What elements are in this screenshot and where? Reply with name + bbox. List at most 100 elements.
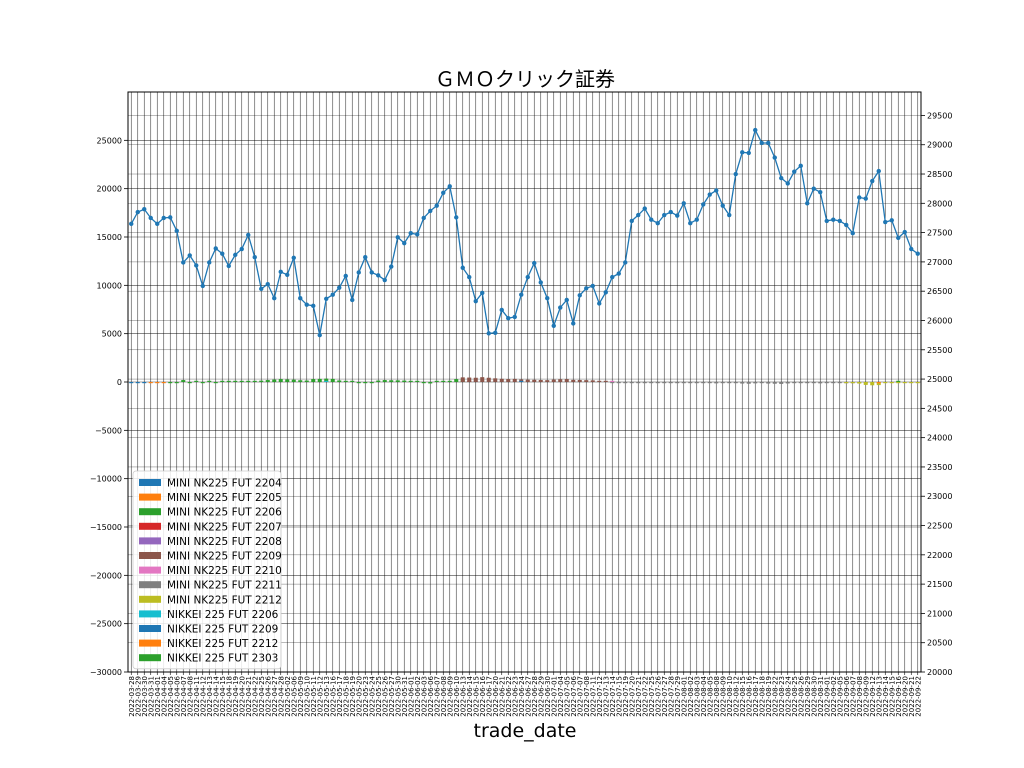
bar — [746, 382, 751, 384]
x-tick-label: 2022-06-15 — [472, 676, 480, 717]
bar — [532, 379, 537, 382]
line-point — [844, 222, 849, 228]
line-point — [343, 273, 348, 279]
line-point — [590, 283, 595, 289]
line-point — [200, 283, 205, 289]
bar — [441, 380, 446, 382]
x-tick-label: 2022-06-13 — [459, 676, 467, 717]
y2-tick-label: 26500 — [927, 287, 952, 296]
bar — [226, 380, 231, 382]
x-tick-label: 2022-06-09 — [446, 676, 454, 717]
legend-swatch — [139, 552, 161, 559]
line-point — [636, 212, 641, 218]
bar — [460, 377, 465, 382]
x-tick-label: 2022-06-28 — [531, 676, 539, 717]
x-tick-label: 2022-04-28 — [277, 676, 285, 717]
bar — [486, 377, 491, 382]
x-tick-label: 2022-08-04 — [700, 675, 708, 716]
x-tick-label: 2022-08-25 — [791, 676, 799, 717]
legend-label: NIKKEI 225 FUT 2303 — [167, 653, 278, 665]
x-tick-label: 2022-05-27 — [388, 676, 396, 717]
line-point — [155, 221, 160, 227]
y2-tick-label: 26000 — [927, 316, 952, 325]
bar — [863, 382, 868, 385]
line-point — [480, 290, 485, 296]
x-tick-label: 2022-08-31 — [817, 676, 825, 717]
legend-label: MINI NK225 FUT 2205 — [167, 492, 282, 504]
line-point — [837, 218, 842, 224]
bar — [278, 379, 283, 382]
bar — [551, 379, 556, 382]
y2-tick-label: 29500 — [927, 111, 952, 120]
bar — [798, 382, 803, 384]
x-tick-label: 2022-09-01 — [823, 676, 831, 717]
x-tick-label: 2022-04-20 — [238, 676, 246, 717]
bar — [870, 382, 875, 386]
y2-tick-label: 21500 — [927, 580, 952, 589]
x-tick-label: 2022-09-09 — [862, 676, 870, 717]
line-point — [213, 246, 218, 251]
bar — [291, 379, 296, 382]
x-tick-label: 2022-06-24 — [518, 675, 526, 716]
y2-tick-label: 20500 — [927, 639, 952, 648]
y2-tick-label: 20000 — [927, 668, 952, 677]
line-point — [447, 184, 452, 189]
x-tick-label: 2022-07-21 — [635, 676, 643, 717]
x-tick-label: 2022-07-19 — [622, 676, 630, 717]
x-tick-label: 2022-07-28 — [667, 676, 675, 717]
line-point — [181, 260, 186, 265]
line-point — [493, 330, 498, 335]
legend-label: MINI NK225 FUT 2206 — [167, 507, 282, 519]
x-tick-label: 2022-07-05 — [563, 676, 571, 717]
line-point — [246, 232, 251, 238]
x-tick-label: 2022-07-22 — [641, 676, 649, 717]
line-point — [512, 314, 517, 320]
x-tick-label: 2022-09-13 — [875, 676, 883, 717]
bar — [571, 379, 576, 382]
bar — [428, 382, 433, 384]
line-point — [857, 195, 862, 200]
bar-series — [148, 382, 166, 384]
bar — [337, 380, 342, 382]
bar — [915, 382, 920, 384]
x-tick-label: 2022-05-30 — [394, 676, 402, 717]
line-point — [207, 260, 212, 265]
legend-swatch — [139, 479, 161, 486]
bar — [155, 382, 160, 384]
bar — [174, 382, 179, 384]
bar — [194, 380, 199, 382]
x-tick-label: 2022-05-17 — [336, 676, 344, 717]
line-point — [824, 218, 829, 224]
y-tick-label: 20000 — [97, 185, 122, 194]
x-tick-label: 2022-07-12 — [596, 676, 604, 717]
line-point — [278, 269, 283, 275]
bar — [356, 382, 361, 384]
legend-swatch — [139, 537, 161, 545]
bar — [785, 382, 790, 384]
bar — [168, 382, 173, 384]
line-point — [545, 296, 550, 301]
bar — [363, 382, 368, 384]
line-point — [499, 307, 504, 313]
x-tick-label: 2022-09-08 — [856, 676, 864, 717]
line-point — [831, 217, 836, 222]
bar — [213, 382, 218, 384]
line-point — [194, 263, 199, 268]
y-tick-label: −20000 — [90, 571, 122, 580]
bar — [909, 382, 914, 384]
bar — [525, 379, 530, 382]
x-tick-label: 2022-08-22 — [771, 676, 779, 717]
x-tick-label: 2022-03-30 — [141, 676, 149, 717]
line-point — [720, 203, 725, 208]
x-tick-label: 2022-07-08 — [583, 676, 591, 717]
x-tick-label: 2022-04-22 — [251, 676, 259, 717]
x-tick-label: 2022-05-18 — [342, 676, 350, 717]
x-tick-label: 2022-07-26 — [654, 675, 662, 716]
line-point — [577, 293, 582, 298]
x-tick-label: 2022-07-20 — [628, 676, 636, 717]
bar — [629, 382, 634, 384]
line-point — [220, 251, 225, 256]
bar — [831, 382, 836, 384]
bar — [896, 380, 901, 382]
